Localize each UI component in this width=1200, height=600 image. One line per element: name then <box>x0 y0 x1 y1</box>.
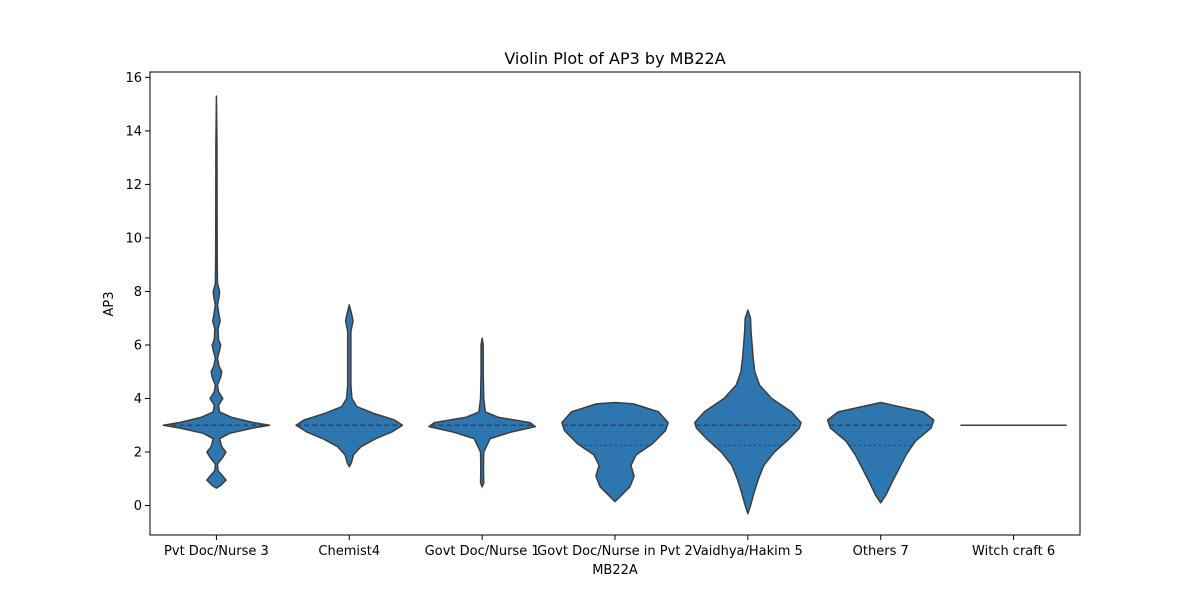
x-tick-label: Pvt Doc/Nurse 3 <box>164 544 269 559</box>
y-tick-label: 16 <box>125 71 142 86</box>
violin-body <box>561 401 669 503</box>
y-tick-label: 6 <box>134 338 142 353</box>
x-tick-label: Chemist4 <box>318 544 380 559</box>
y-axis-label: AP3 <box>102 291 117 316</box>
chart-title: Violin Plot of AP3 by MB22A <box>504 49 725 68</box>
violin-body <box>826 401 935 504</box>
y-tick-label: 0 <box>134 499 142 514</box>
x-tick-label: Govt Doc/Nurse 1 <box>425 544 540 559</box>
y-tick-label: 14 <box>125 124 142 139</box>
x-axis-label: MB22A <box>592 563 638 578</box>
x-tick-label: Vaidhya/Hakim 5 <box>693 544 803 559</box>
violin-body <box>295 304 404 468</box>
plot-area: 0 2 4 6 8 10 12 14 16 Pvt Doc/Nurse 3 Chemist4 Govt… <box>125 71 1081 559</box>
x-tick-label: Govt Doc/Nurse in Pvt 2 <box>537 544 693 559</box>
violin-body <box>162 95 271 489</box>
x-tick-label: Others 7 <box>853 544 909 559</box>
violin-body <box>428 337 537 488</box>
y-tick-label: 10 <box>125 231 142 246</box>
y-tick-label: 2 <box>134 446 142 461</box>
y-tick-label: 4 <box>134 392 142 407</box>
y-tick-label: 12 <box>125 178 142 193</box>
violin-body <box>693 309 802 515</box>
x-tick-label: Witch craft 6 <box>972 544 1055 559</box>
y-tick-label: 8 <box>134 285 142 300</box>
